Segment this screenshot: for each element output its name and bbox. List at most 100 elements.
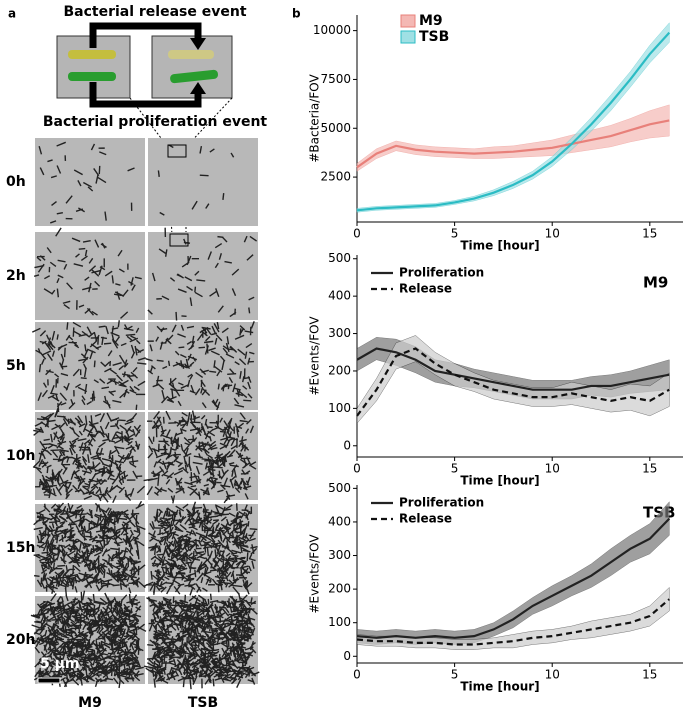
bacterium <box>207 547 208 556</box>
column-label: M9 <box>78 695 102 711</box>
bacterium <box>124 585 129 586</box>
bacterium <box>195 628 196 636</box>
bacterium <box>228 349 234 350</box>
bacterium <box>57 566 65 567</box>
bacterium <box>117 513 118 522</box>
error-band <box>357 105 669 171</box>
bacterium <box>34 576 39 577</box>
scale-bar-label: 5 µm <box>40 656 80 672</box>
bacterium <box>167 532 168 542</box>
y-axis-label: #Bacteria/FOV <box>308 74 322 163</box>
bacterium <box>91 415 92 423</box>
bacterium <box>213 679 214 687</box>
bacterium <box>183 364 184 369</box>
bacterium <box>118 420 125 421</box>
x-axis-label: Time [hour] <box>460 680 539 694</box>
y-tick-label: 200 <box>328 363 351 377</box>
bacterium <box>175 602 181 603</box>
bacterium <box>81 610 88 611</box>
bacterium <box>248 603 256 604</box>
column-label: TSB <box>188 695 218 711</box>
bacterium <box>96 675 101 676</box>
legend-swatch <box>401 31 415 43</box>
bacterium <box>228 607 238 608</box>
bacterium <box>210 570 217 571</box>
x-tick-label: 5 <box>451 668 459 682</box>
legend-label: Release <box>399 282 452 296</box>
bacterium <box>223 193 224 200</box>
bacterium <box>90 564 91 571</box>
bacterium <box>79 249 86 250</box>
bacterium <box>68 524 76 525</box>
bacterium <box>166 583 173 584</box>
bacterium <box>53 555 54 561</box>
bacterium <box>50 450 60 451</box>
bacterium <box>147 645 153 646</box>
release-title: Bacterial release event <box>63 4 246 20</box>
micrograph <box>148 138 258 226</box>
y-tick-label: 200 <box>328 582 351 596</box>
bacterium <box>169 599 170 608</box>
bacterium <box>170 615 179 616</box>
micrographs <box>31 138 260 689</box>
bacterium <box>217 602 222 603</box>
x-tick-label: 5 <box>451 462 459 476</box>
bacterium <box>209 470 215 471</box>
bacterium <box>214 650 219 651</box>
bacterium <box>183 628 184 634</box>
bacterium <box>209 371 216 372</box>
y-tick-label: 500 <box>328 481 351 495</box>
bacterium <box>158 170 159 176</box>
bacterium <box>125 649 126 654</box>
x-axis-label: Time [hour] <box>460 239 539 253</box>
row-label: 10h <box>6 448 35 464</box>
bacterium <box>210 516 217 517</box>
bacterium <box>154 661 155 667</box>
legend-label: TSB <box>419 29 449 45</box>
row-label: 2h <box>6 268 26 284</box>
bacterium <box>235 480 236 487</box>
bacterium <box>84 546 90 547</box>
legend-label: Release <box>399 512 452 526</box>
bacterium <box>189 527 194 528</box>
x-tick-label: 15 <box>642 462 657 476</box>
bacterium <box>50 486 57 487</box>
bacterium <box>208 536 217 537</box>
bacterium <box>60 577 69 578</box>
bacterium <box>101 337 107 338</box>
bacterium <box>242 613 243 621</box>
y-tick-label: 10000 <box>313 23 351 37</box>
bacterium <box>42 552 49 553</box>
x-tick-label: 15 <box>642 227 657 241</box>
bacterium <box>157 360 164 361</box>
bacterium <box>246 609 254 610</box>
bacterium <box>57 602 62 603</box>
bacterium <box>126 334 135 335</box>
chart-annotation: M9 <box>643 274 668 292</box>
bacterium <box>116 530 117 539</box>
micrograph <box>35 232 145 320</box>
bacterium <box>155 672 156 679</box>
bacterium <box>158 575 159 584</box>
bacterium <box>121 626 122 633</box>
bacterium <box>190 679 191 689</box>
bacterium <box>249 307 250 313</box>
bacterium <box>37 419 45 420</box>
micrograph <box>148 232 258 320</box>
bacterium <box>43 486 53 487</box>
y-tick-label: 400 <box>328 289 351 303</box>
bacterium <box>249 670 250 676</box>
bacterium <box>156 638 164 639</box>
bacterium <box>57 334 58 339</box>
bacterium <box>104 343 111 344</box>
bacterium <box>41 641 47 642</box>
x-tick-label: 5 <box>451 227 459 241</box>
bacterium <box>99 494 106 495</box>
bacterium <box>90 531 91 538</box>
y-tick-label: 100 <box>328 401 351 415</box>
bacterium <box>195 570 196 577</box>
bacterium <box>191 486 196 487</box>
x-tick-label: 10 <box>545 227 560 241</box>
bacterium <box>248 521 249 526</box>
bacterium <box>211 594 212 600</box>
